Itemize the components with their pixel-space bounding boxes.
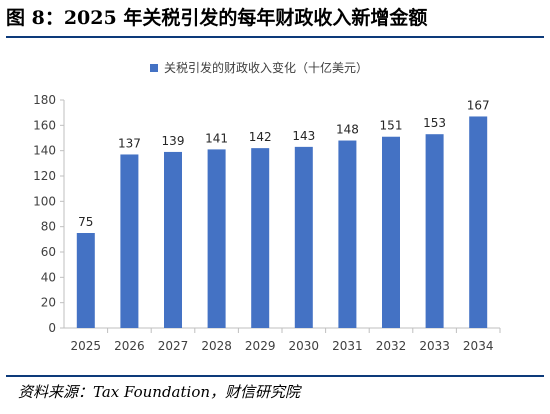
y-tick-label: 20 (41, 296, 56, 310)
bar (382, 136, 400, 328)
data-label: 148 (336, 123, 359, 137)
y-tick-label: 40 (41, 270, 56, 284)
title-rule (6, 36, 544, 38)
bar (207, 149, 226, 328)
y-tick-label: 80 (41, 220, 56, 234)
source-note: 资料来源：Tax Foundation，财信研究院 (18, 383, 301, 401)
x-tick-label: 2026 (114, 339, 145, 353)
data-label: 151 (380, 119, 403, 133)
y-tick-label: 160 (33, 118, 56, 132)
bar (251, 148, 270, 328)
bar (338, 140, 357, 328)
bar (425, 134, 444, 328)
y-tick-label: 140 (33, 144, 56, 158)
x-tick-label: 2027 (158, 339, 189, 353)
x-tick-label: 2033 (419, 339, 450, 353)
bar (469, 116, 488, 328)
bar (120, 154, 139, 328)
figure-title: 图 8：2025 年关税引发的每年财政收入新增金额 (6, 7, 428, 29)
data-label: 143 (292, 129, 315, 143)
x-tick-label: 2032 (376, 339, 407, 353)
x-tick-label: 2034 (463, 339, 494, 353)
x-tick-label: 2029 (245, 339, 276, 353)
bar (76, 233, 95, 328)
data-label: 139 (162, 134, 185, 148)
data-label: 137 (118, 136, 141, 150)
bar-chart: 关税引发的财政收入变化（十亿美元） 0 20 40 60 80 100 120 140 160 18… (33, 60, 501, 353)
legend-label: 关税引发的财政收入变化（十亿美元） (164, 60, 368, 75)
data-label: 142 (249, 130, 272, 144)
x-tick-label: 2030 (289, 339, 320, 353)
y-tick-label: 60 (41, 245, 56, 259)
data-label: 75 (78, 215, 93, 229)
bar (294, 146, 313, 328)
y-tick-label: 100 (33, 194, 56, 208)
bar (164, 151, 182, 328)
y-tick-label: 180 (33, 93, 56, 107)
data-label: 167 (467, 98, 490, 112)
x-tick-label: 2028 (201, 339, 232, 353)
x-tick-label: 2025 (71, 339, 102, 353)
y-tick-label: 0 (48, 321, 56, 335)
data-label: 153 (423, 116, 446, 130)
x-tick-label: 2031 (332, 339, 363, 353)
legend-swatch (150, 64, 158, 72)
source-rule (6, 375, 544, 377)
data-label: 141 (205, 131, 228, 145)
chart-area: 关税引发的财政收入变化（十亿美元） 0 20 40 60 80 100 120 140 160 18… (0, 38, 550, 375)
y-tick-label: 120 (33, 169, 56, 183)
